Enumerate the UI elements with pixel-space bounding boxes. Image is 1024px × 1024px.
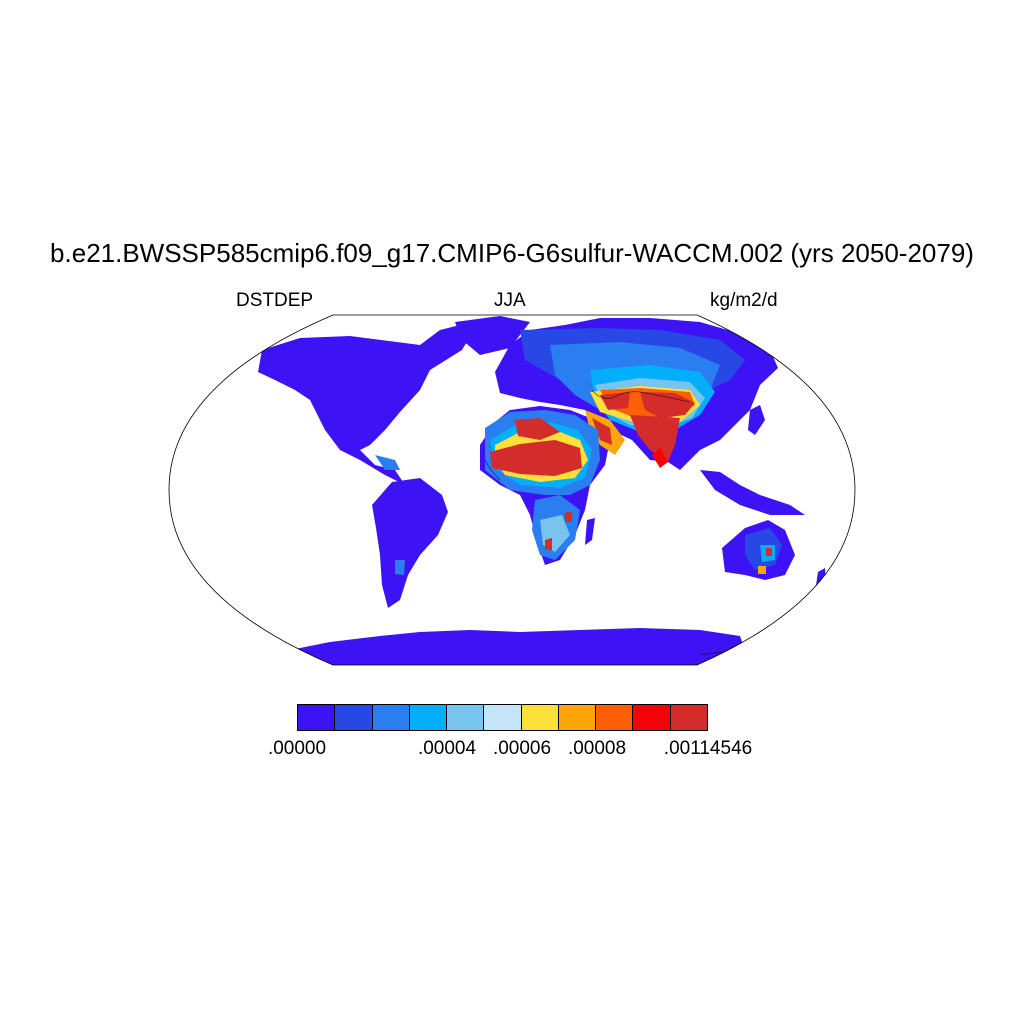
colorbar-box-2 (372, 705, 410, 730)
season-label: JJA (494, 290, 526, 311)
colorbar-box-6 (521, 705, 559, 730)
colorbar-box-5 (484, 705, 522, 730)
colorbar-box-9 (633, 705, 671, 730)
colorbar-box-8 (596, 705, 634, 730)
colorbar-label-2: .00006 (492, 738, 552, 759)
colorbar-box-7 (558, 705, 597, 730)
globe-outline (168, 314, 856, 666)
colorbar-box-1 (335, 705, 373, 730)
colorbar-label-0: .00000 (267, 738, 327, 759)
colorbar-box-0 (298, 705, 336, 730)
colorbar-box-3 (409, 705, 448, 730)
units-label: kg/m2/d (710, 290, 778, 311)
plot-title: b.e21.BWSSP585cmip6.f09_g17.CMIP6-G6sulf… (50, 238, 974, 268)
colorbar-label-3: .00008 (567, 738, 627, 759)
colorbar (297, 704, 708, 731)
variable-label: DSTDEP (236, 290, 314, 311)
colorbar-label-1: .00004 (417, 738, 477, 759)
colorbar-box-4 (447, 705, 485, 730)
deposition-gradient (375, 328, 782, 575)
colorbar-box-10 (670, 705, 707, 730)
colorbar-label-4: .00114546 (663, 738, 753, 759)
